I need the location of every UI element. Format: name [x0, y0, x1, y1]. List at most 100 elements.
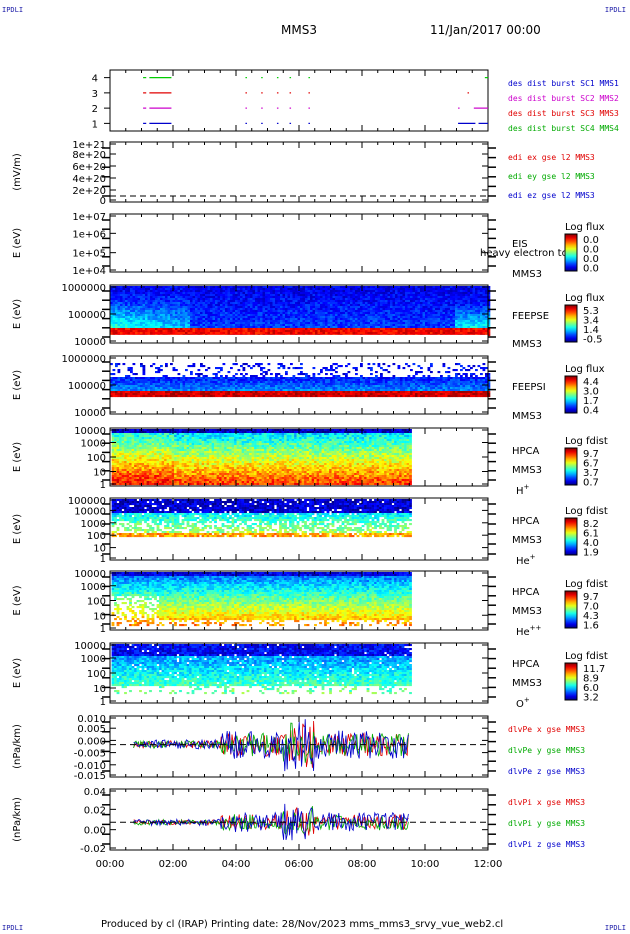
- spectrogram-cell: [417, 296, 421, 299]
- spectrogram-cell: [225, 377, 228, 380]
- spectrogram-cell: [215, 292, 218, 295]
- spectrogram-cell: [247, 316, 251, 319]
- spectrogram-cell: [170, 316, 173, 319]
- spectrogram-cell: [480, 300, 483, 303]
- spectrogram-cell: [162, 294, 166, 297]
- spectrogram-cell: [127, 391, 131, 394]
- spectrogram-cell: [232, 290, 236, 293]
- spectrogram-cell: [172, 290, 176, 293]
- spectrogram-cell: [115, 330, 118, 333]
- legend-entry: des dist burst SC3 MMS3: [508, 109, 619, 118]
- spectrogram-cell: [190, 308, 193, 311]
- spectrogram-cell: [400, 310, 403, 313]
- spectrogram-cell: [447, 302, 451, 305]
- spectrogram-cell: [390, 286, 393, 289]
- spectrogram-cell: [360, 330, 363, 333]
- spectrogram-cell: [455, 298, 458, 301]
- spectrogram-cell: [127, 385, 131, 388]
- spectrogram-cell: [455, 320, 458, 323]
- spectrogram-cell: [482, 318, 486, 321]
- spectrogram-cell: [210, 306, 213, 309]
- spectrogram-cell: [157, 371, 161, 374]
- spectrogram-cell: [285, 286, 288, 289]
- spectrogram-cell: [467, 320, 471, 323]
- spectrogram-cell: [302, 314, 306, 317]
- spectrogram-cell: [125, 304, 128, 307]
- spectrogram-cell: [227, 290, 231, 293]
- spectrogram-cell: [417, 324, 421, 327]
- spectrogram-cell: [190, 302, 193, 305]
- spectrogram-cell: [120, 332, 123, 335]
- spectrogram-cell: [130, 381, 133, 384]
- spectrogram-cell: [142, 332, 146, 335]
- spectrogram-cell: [137, 389, 141, 392]
- spectrogram-cell: [230, 314, 233, 317]
- spectrogram-cell: [230, 308, 233, 311]
- spectrogram-cell: [465, 320, 468, 323]
- spectrogram-cell: [347, 288, 351, 291]
- spectrogram-cell: [195, 314, 198, 317]
- spectrogram-cell: [152, 379, 156, 382]
- spectrogram-cell: [327, 328, 331, 331]
- spectrogram-cell: [402, 306, 406, 309]
- spectrogram-cell: [267, 330, 271, 333]
- spectrogram-cell: [127, 377, 131, 380]
- spectrogram-cell: [230, 379, 233, 382]
- spectrogram-cell: [345, 332, 348, 335]
- plot-date: 11/Jan/2017 00:00: [430, 23, 541, 37]
- spectrogram-cell: [110, 393, 113, 396]
- spectrogram-cell: [187, 310, 191, 313]
- spectrogram-cell: [420, 328, 423, 331]
- spectrogram-cell: [485, 288, 488, 291]
- spectrogram-cell: [282, 385, 286, 388]
- spectrogram-cell: [280, 316, 283, 319]
- spectrogram-cell: [190, 393, 193, 396]
- spectrogram-cell: [470, 288, 473, 291]
- spectrogram-cell: [372, 300, 376, 303]
- spectrogram-cell: [165, 328, 168, 331]
- spectrogram-cell: [442, 314, 446, 317]
- spectrogram-cell: [125, 320, 128, 323]
- spectrogram-cell: [142, 292, 146, 295]
- spectrogram-cell: [222, 298, 226, 301]
- spectrogram-cell: [485, 322, 488, 325]
- spectrogram-cell: [457, 292, 461, 295]
- spectrogram-cell: [417, 318, 421, 321]
- spectrogram-cell: [132, 381, 136, 384]
- spectrogram-cell: [337, 320, 341, 323]
- spectrogram-cell: [305, 320, 308, 323]
- spectrogram-cell: [235, 302, 238, 305]
- spectrogram-cell: [332, 316, 336, 319]
- spectrogram-cell: [227, 326, 231, 329]
- spectrogram-cell: [182, 312, 186, 315]
- spectrogram-cell: [377, 308, 381, 311]
- spectrogram-cell: [142, 324, 146, 327]
- spectrogram-cell: [335, 322, 338, 325]
- spectrogram-cell: [277, 322, 281, 325]
- y-axis-label: E (eV): [12, 228, 23, 258]
- spectrogram-cell: [117, 320, 121, 323]
- spectrogram-cell: [467, 304, 471, 307]
- spectrogram-cell: [205, 286, 208, 289]
- spectrogram-cell: [157, 326, 161, 329]
- spectrogram-cell: [150, 300, 153, 303]
- spectrogram-cell: [220, 290, 223, 293]
- spectrogram-cell: [457, 318, 461, 321]
- spectrogram-cell: [260, 324, 263, 327]
- spectrogram-cell: [382, 316, 386, 319]
- spectrogram-cell: [135, 294, 138, 297]
- spectrogram-cell: [137, 306, 141, 309]
- spectrogram-cell: [320, 330, 323, 333]
- spectrogram-cell: [255, 324, 258, 327]
- spectrogram-cell: [390, 318, 393, 321]
- spectrogram-cell: [222, 379, 226, 382]
- spectrogram-cell: [477, 294, 481, 297]
- spectrogram-cell: [452, 314, 456, 317]
- spectrogram-cell: [215, 320, 218, 323]
- spectrogram-cell: [245, 316, 248, 319]
- spectrogram-cell: [457, 324, 461, 327]
- spectrogram-cell: [165, 330, 168, 333]
- spectrogram-cell: [457, 306, 461, 309]
- spectrogram-cell: [482, 326, 486, 329]
- spectrogram-cell: [295, 310, 298, 313]
